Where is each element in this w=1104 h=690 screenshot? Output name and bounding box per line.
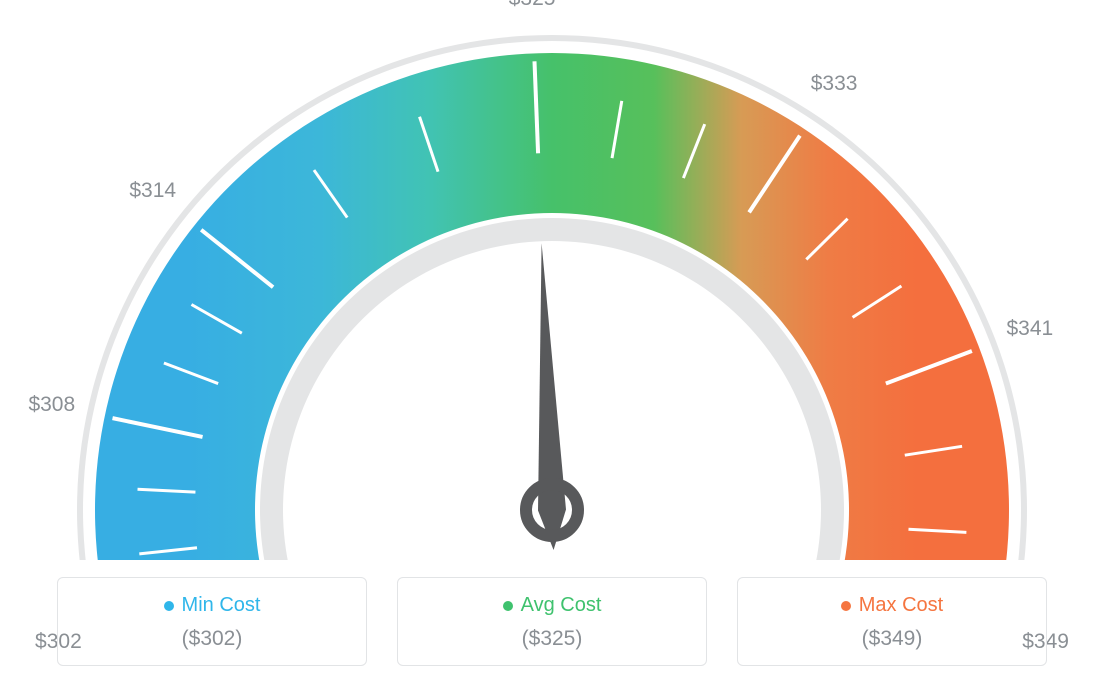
legend-card-min: Min Cost ($302): [57, 577, 367, 666]
legend-card-max: Max Cost ($349): [737, 577, 1047, 666]
legend-max-header: Max Cost: [738, 594, 1046, 617]
gauge-needle: [526, 243, 578, 550]
cost-gauge: $302$308$314$325$333$341$349: [0, 0, 1104, 560]
legend-row: Min Cost ($302) Avg Cost ($325) Max Cost…: [0, 577, 1104, 666]
legend-avg-header: Avg Cost: [398, 594, 706, 617]
legend-avg-label: Avg Cost: [521, 594, 602, 617]
gauge-tick-label: $325: [509, 0, 556, 11]
legend-max-value: ($349): [738, 627, 1046, 651]
gauge-svg: [0, 0, 1104, 560]
legend-min-value: ($302): [58, 627, 366, 651]
legend-min-header: Min Cost: [58, 594, 366, 617]
legend-max-label: Max Cost: [859, 594, 943, 617]
legend-max-dot: [841, 601, 851, 611]
gauge-tick-label: $333: [811, 72, 858, 96]
gauge-tick-label: $308: [28, 393, 75, 417]
legend-min-label: Min Cost: [182, 594, 261, 617]
legend-min-dot: [164, 601, 174, 611]
legend-avg-value: ($325): [398, 627, 706, 651]
legend-avg-dot: [503, 601, 513, 611]
gauge-tick-label: $341: [1007, 317, 1054, 341]
gauge-tick-label: $314: [129, 179, 176, 203]
legend-card-avg: Avg Cost ($325): [397, 577, 707, 666]
